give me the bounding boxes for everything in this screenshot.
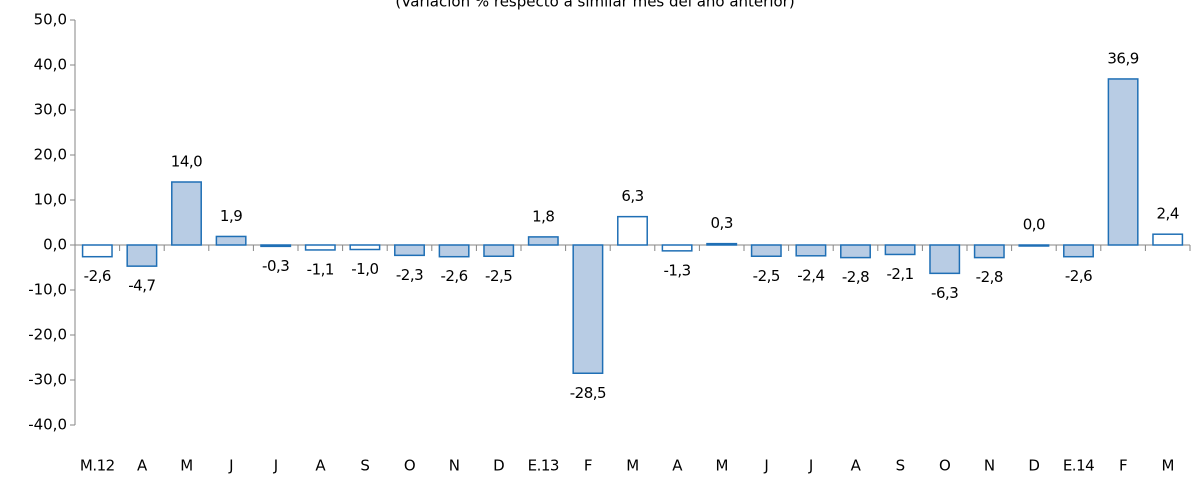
value-label: 2,4 [1157, 205, 1179, 223]
bar [215, 235, 247, 246]
bar [81, 244, 113, 258]
x-tick-label: M [1161, 457, 1173, 475]
value-label: -2,3 [396, 266, 423, 284]
bar [661, 244, 693, 252]
bar [483, 244, 515, 257]
bar [973, 244, 1005, 259]
x-tick-label: J [763, 457, 768, 475]
value-label: -6,3 [931, 284, 958, 302]
value-label: -0,3 [262, 257, 289, 275]
bar [527, 236, 559, 246]
value-label: 1,8 [532, 207, 554, 225]
y-tick-label: 50,0 [34, 11, 67, 29]
bar [394, 244, 425, 257]
value-label: 6,3 [621, 187, 643, 205]
value-label: -4,7 [128, 277, 155, 295]
bar [840, 244, 871, 259]
value-label: -28,5 [570, 384, 606, 402]
x-tick-label: E.13 [528, 457, 559, 475]
x-tick-label: A [315, 457, 326, 475]
value-label: -1,3 [663, 261, 690, 279]
bar [1063, 244, 1094, 258]
x-tick-label: A [137, 457, 148, 475]
bar [795, 244, 827, 257]
value-label: -2,5 [485, 267, 512, 285]
bar [884, 244, 916, 256]
x-tick-label: D [1028, 457, 1039, 475]
x-tick-label: J [273, 457, 278, 475]
value-label: -2,4 [797, 266, 824, 284]
x-tick-label: J [808, 457, 813, 475]
bar [1152, 233, 1184, 246]
bar [1107, 78, 1139, 246]
value-label: -2,6 [84, 267, 111, 285]
bar [617, 215, 648, 246]
y-tick-label: 30,0 [34, 101, 67, 119]
y-tick-label: -40,0 [28, 416, 67, 434]
bar [126, 244, 158, 267]
x-tick-label: A [672, 457, 683, 475]
value-label: -2,5 [753, 267, 780, 285]
bar [171, 181, 202, 246]
y-tick-label: 10,0 [34, 191, 67, 209]
y-tick-label: -10,0 [28, 281, 67, 299]
y-tick-label: 40,0 [34, 56, 67, 74]
x-tick-label: M [715, 457, 727, 475]
bar [438, 244, 470, 258]
value-label: 36,9 [1107, 49, 1138, 67]
value-label: -2,8 [976, 268, 1003, 286]
value-label: 14,0 [171, 153, 202, 171]
bar [572, 244, 604, 374]
bar [929, 244, 961, 275]
x-tick-label: A [851, 457, 862, 475]
value-label: 1,9 [220, 207, 242, 225]
value-label: -2,8 [842, 268, 869, 286]
value-label: 0,3 [711, 214, 733, 232]
x-tick-label: E.14 [1063, 457, 1094, 475]
x-tick-label: D [493, 457, 504, 475]
x-tick-label: M.12 [80, 457, 115, 475]
bar [260, 244, 292, 248]
value-label: -1,1 [307, 260, 334, 278]
bar [1018, 244, 1050, 247]
x-tick-label: F [584, 457, 592, 475]
x-tick-label: M [626, 457, 638, 475]
x-tick-label: J [228, 457, 233, 475]
bar [349, 244, 381, 251]
y-tick-label: -30,0 [28, 371, 67, 389]
value-label: -2,6 [440, 267, 467, 285]
x-tick-label: N [984, 457, 995, 475]
value-label: -2,1 [886, 265, 913, 283]
value-label: 0,0 [1023, 216, 1045, 234]
bar [706, 242, 738, 246]
y-tick-label: -20,0 [28, 326, 67, 344]
bar [304, 244, 336, 251]
x-tick-label: S [360, 457, 369, 475]
x-tick-label: O [404, 457, 415, 475]
y-tick-label: 20,0 [34, 146, 67, 164]
x-tick-label: O [939, 457, 950, 475]
bar [750, 244, 782, 257]
x-tick-label: S [896, 457, 905, 475]
x-tick-label: N [449, 457, 460, 475]
x-tick-label: M [180, 457, 192, 475]
value-label: -1,0 [351, 260, 378, 278]
x-tick-label: F [1119, 457, 1127, 475]
y-tick-label: 0,0 [43, 236, 67, 254]
chart-subtitle: (Variación % respecto a similar mes del … [395, 0, 794, 11]
value-label: -2,6 [1065, 267, 1092, 285]
